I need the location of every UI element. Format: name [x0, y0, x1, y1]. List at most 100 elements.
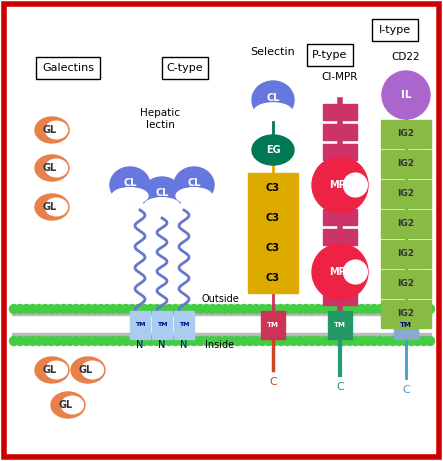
Circle shape	[394, 305, 404, 313]
Circle shape	[289, 337, 298, 345]
Circle shape	[16, 337, 25, 345]
Circle shape	[214, 337, 223, 345]
FancyBboxPatch shape	[323, 144, 357, 160]
Circle shape	[382, 71, 430, 119]
Circle shape	[22, 305, 31, 313]
Ellipse shape	[112, 188, 148, 204]
Circle shape	[345, 305, 354, 313]
Ellipse shape	[71, 357, 105, 383]
Circle shape	[301, 305, 310, 313]
Circle shape	[307, 337, 317, 345]
Ellipse shape	[51, 392, 85, 418]
FancyBboxPatch shape	[381, 120, 431, 148]
Circle shape	[202, 337, 211, 345]
Text: IG2: IG2	[397, 189, 415, 199]
Text: CL: CL	[123, 178, 137, 188]
Circle shape	[289, 305, 298, 313]
Text: GL: GL	[58, 400, 73, 410]
Circle shape	[312, 244, 368, 300]
Circle shape	[128, 337, 136, 345]
Text: C: C	[336, 382, 344, 392]
Text: IG2: IG2	[397, 249, 415, 259]
Text: TM: TM	[334, 322, 346, 328]
Circle shape	[283, 337, 291, 345]
Text: Selectin: Selectin	[251, 47, 295, 57]
Circle shape	[400, 337, 410, 345]
Circle shape	[320, 337, 329, 345]
Circle shape	[109, 337, 118, 345]
Circle shape	[22, 337, 31, 345]
Ellipse shape	[252, 81, 294, 119]
Circle shape	[28, 305, 37, 313]
Circle shape	[103, 337, 112, 345]
Bar	[12, 310, 431, 315]
Circle shape	[78, 305, 87, 313]
Circle shape	[276, 337, 285, 345]
Text: I-type: I-type	[379, 25, 411, 35]
Circle shape	[196, 337, 205, 345]
Text: C3: C3	[266, 273, 280, 283]
Text: Galectins: Galectins	[42, 63, 94, 73]
Circle shape	[9, 305, 19, 313]
Ellipse shape	[45, 198, 67, 216]
Circle shape	[190, 337, 198, 345]
Circle shape	[171, 337, 180, 345]
Circle shape	[233, 305, 242, 313]
Circle shape	[115, 305, 124, 313]
Circle shape	[208, 337, 217, 345]
Circle shape	[314, 305, 323, 313]
Circle shape	[59, 305, 68, 313]
Text: TM: TM	[267, 322, 279, 328]
Ellipse shape	[35, 155, 69, 181]
Circle shape	[84, 337, 93, 345]
Text: C3: C3	[266, 243, 280, 253]
Circle shape	[97, 305, 105, 313]
Circle shape	[28, 337, 37, 345]
Text: GL: GL	[43, 163, 57, 173]
Circle shape	[227, 337, 236, 345]
Circle shape	[47, 305, 56, 313]
FancyBboxPatch shape	[248, 173, 298, 203]
Circle shape	[283, 305, 291, 313]
Circle shape	[413, 337, 422, 345]
Circle shape	[363, 337, 373, 345]
Circle shape	[382, 337, 391, 345]
FancyBboxPatch shape	[323, 289, 357, 305]
Circle shape	[407, 337, 416, 345]
Circle shape	[376, 337, 385, 345]
FancyBboxPatch shape	[323, 269, 357, 285]
Circle shape	[202, 305, 211, 313]
Ellipse shape	[82, 361, 104, 379]
Text: C3: C3	[266, 213, 280, 223]
Ellipse shape	[35, 117, 69, 143]
Circle shape	[90, 305, 99, 313]
Circle shape	[171, 305, 180, 313]
Circle shape	[190, 305, 198, 313]
Circle shape	[295, 305, 304, 313]
Circle shape	[66, 337, 74, 345]
Text: N: N	[136, 340, 144, 350]
Circle shape	[369, 337, 379, 345]
Text: TM: TM	[179, 323, 189, 327]
Circle shape	[66, 305, 74, 313]
Circle shape	[307, 305, 317, 313]
Circle shape	[351, 305, 360, 313]
Circle shape	[140, 337, 149, 345]
Circle shape	[394, 337, 404, 345]
Text: N: N	[180, 340, 188, 350]
Text: CD22: CD22	[392, 52, 420, 62]
Circle shape	[221, 337, 229, 345]
Text: GL: GL	[78, 365, 93, 375]
Text: GL: GL	[43, 202, 57, 212]
Text: IG2: IG2	[397, 219, 415, 229]
Circle shape	[332, 305, 342, 313]
Circle shape	[35, 305, 43, 313]
Text: GL: GL	[43, 125, 57, 135]
Circle shape	[16, 305, 25, 313]
FancyBboxPatch shape	[174, 311, 194, 339]
Text: TM: TM	[135, 323, 145, 327]
Text: C3: C3	[266, 183, 280, 193]
Ellipse shape	[45, 121, 67, 139]
Ellipse shape	[174, 167, 214, 203]
Text: P-type: P-type	[312, 50, 348, 60]
